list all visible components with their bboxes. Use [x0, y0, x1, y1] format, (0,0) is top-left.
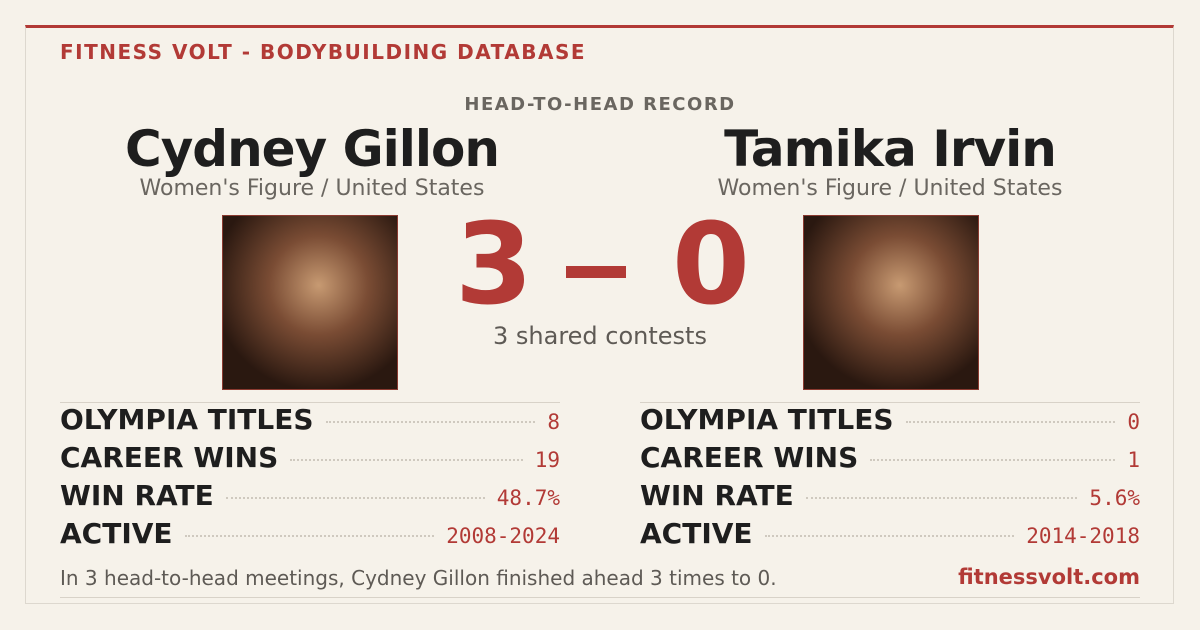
stat-value: 0: [1127, 410, 1140, 434]
stat-row: OLYMPIA TITLES 0: [640, 403, 1140, 441]
stat-label: WIN RATE: [640, 479, 794, 512]
stat-label: OLYMPIA TITLES: [640, 403, 894, 436]
stat-label: CAREER WINS: [60, 441, 279, 474]
footer-summary: In 3 head-to-head meetings, Cydney Gillo…: [60, 566, 777, 590]
stat-value: 8: [547, 410, 560, 434]
score-separator: [566, 266, 626, 278]
stat-value: 2014-2018: [1026, 524, 1140, 548]
stat-value: 5.6%: [1089, 486, 1140, 510]
stat-label: ACTIVE: [640, 517, 753, 550]
stat-label: WIN RATE: [60, 479, 214, 512]
score: 0: [672, 200, 750, 330]
stat-row: CAREER WINS 19: [60, 441, 560, 479]
stat-row: OLYMPIA TITLES 8: [60, 403, 560, 441]
athlete-name: Cydney Gillon: [125, 120, 500, 178]
dot-leader: [905, 421, 1116, 423]
stat-row: WIN RATE 48.7%: [60, 479, 560, 517]
stat-row: ACTIVE 2008-2024: [60, 517, 560, 555]
shared-contests: 3 shared contests: [493, 322, 707, 350]
footer-rule: [60, 597, 1140, 598]
athlete-division: Women's Figure / United States: [139, 176, 485, 201]
brand: FITNESS VOLT - BODYBUILDING DATABASE: [60, 40, 587, 64]
athlete-photo: [222, 215, 398, 390]
dot-leader: [764, 535, 1015, 537]
athlete-name: Tamika Irvin: [724, 120, 1057, 178]
stat-value: 48.7%: [496, 486, 560, 510]
stat-label: ACTIVE: [60, 517, 173, 550]
stat-value: 1: [1127, 448, 1140, 472]
score: 3: [455, 200, 533, 330]
stat-row: WIN RATE 5.6%: [640, 479, 1140, 517]
stat-row: CAREER WINS 1: [640, 441, 1140, 479]
dot-leader: [325, 421, 536, 423]
stats-table: OLYMPIA TITLES 8 CAREER WINS 19 WIN RATE 48.7…: [60, 402, 560, 555]
stat-row: ACTIVE 2014-2018: [640, 517, 1140, 555]
athlete-division: Women's Figure / United States: [717, 176, 1063, 201]
stat-value: 2008-2024: [446, 524, 560, 548]
dot-leader: [290, 459, 523, 461]
stats-table: OLYMPIA TITLES 0 CAREER WINS 1 WIN RATE 5.6% A…: [640, 402, 1140, 555]
dot-leader: [805, 497, 1078, 499]
stat-label: CAREER WINS: [640, 441, 859, 474]
section-title: HEAD-TO-HEAD RECORD: [464, 94, 736, 115]
dot-leader: [225, 497, 485, 499]
stat-value: 19: [534, 448, 560, 472]
stat-label: OLYMPIA TITLES: [60, 403, 314, 436]
dot-leader: [184, 535, 435, 537]
site-link[interactable]: fitnessvolt.com: [958, 565, 1140, 589]
card-frame: [25, 25, 1174, 604]
dot-leader: [870, 459, 1116, 461]
athlete-photo: [803, 215, 979, 390]
